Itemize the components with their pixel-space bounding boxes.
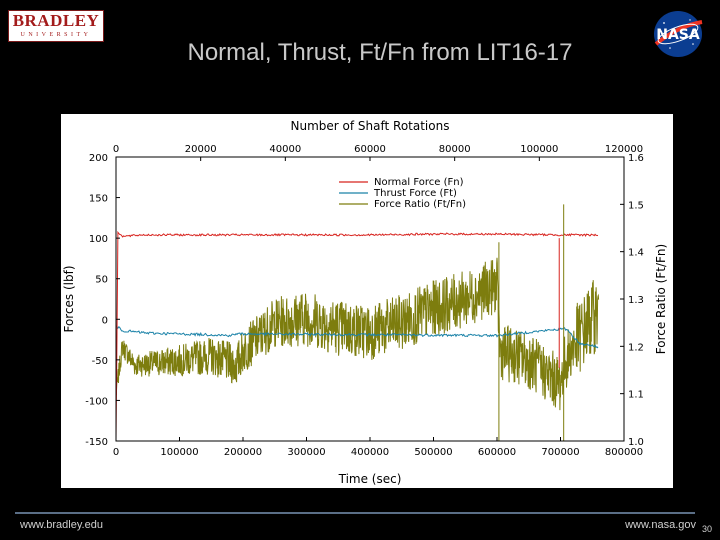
x-tick-label: 0 <box>113 447 119 458</box>
nasa-logo-text: NASA <box>656 27 700 43</box>
x-tick-label: 300000 <box>287 447 325 458</box>
x2-tick-label: 20000 <box>185 144 217 155</box>
plot-frame <box>115 156 625 442</box>
footer-bradley-url[interactable]: www.bradley.edu <box>20 519 103 531</box>
y2-tick-label: 1.4 <box>628 248 644 259</box>
legend-label: Thrust Force (Ft) <box>373 188 457 199</box>
series-line <box>115 257 600 411</box>
bradley-logo: BRADLEY UNIVERSITY <box>8 10 104 42</box>
y-axis-title: Forces (lbf) <box>62 265 76 332</box>
y-tick-label: -150 <box>85 437 108 448</box>
series-line <box>115 230 599 441</box>
y2-tick-label: 1.5 <box>628 200 644 211</box>
x-tick-label: 200000 <box>224 447 262 458</box>
x-axis-title: Time (sec) <box>338 472 402 486</box>
y2-tick-label: 1.3 <box>628 295 644 306</box>
legend-label: Force Ratio (Ft/Fn) <box>374 199 466 210</box>
force-chart: 0 100000 200000 300000 400000 500000 600000 700… <box>62 119 668 486</box>
y2-tick-label: 1.2 <box>628 342 644 353</box>
nasa-logo: NASA <box>654 11 703 57</box>
y2-tick-label: 1.1 <box>628 390 644 401</box>
chart-panel: 0 100000 200000 300000 400000 500000 600000 700… <box>61 114 673 488</box>
footer-nasa-url[interactable]: www.nasa.gov <box>625 519 696 531</box>
y2-tick-label: 1.6 <box>628 153 644 164</box>
y2-axis-title: Force Ratio (Ft/Fn) <box>654 244 668 354</box>
x2-tick-label: 80000 <box>439 144 471 155</box>
x-tick-label: 800000 <box>605 447 643 458</box>
x-tick-label: 100000 <box>160 447 198 458</box>
y-tick-label: 150 <box>89 194 108 205</box>
legend-label: Normal Force (Fn) <box>374 177 464 188</box>
tick-layer <box>115 156 625 442</box>
tick-label-layer: 0 100000 200000 300000 400000 500000 600000 700… <box>85 144 644 458</box>
series-line <box>115 325 599 349</box>
x2-axis-title: Number of Shaft Rotations <box>291 119 450 133</box>
bradley-logo-text: BRADLEY <box>12 11 100 30</box>
x2-tick-label: 100000 <box>520 144 558 155</box>
slide-title: Normal, Thrust, Ft/Fn from LIT16-17 <box>187 39 573 66</box>
y2-tick-label: 1.0 <box>628 437 644 448</box>
bradley-logo-subtext: UNIVERSITY <box>20 32 92 38</box>
y-tick-label: 100 <box>89 234 108 245</box>
y-tick-label: -100 <box>85 396 108 407</box>
series-layer <box>115 204 600 441</box>
y-tick-label: 50 <box>95 275 108 286</box>
footer-divider <box>15 512 695 514</box>
x2-tick-label: 120000 <box>605 144 643 155</box>
x-tick-label: 600000 <box>478 447 516 458</box>
x2-tick-label: 40000 <box>269 144 301 155</box>
x2-tick-label: 60000 <box>354 144 386 155</box>
x2-tick-label: 0 <box>113 144 119 155</box>
x-tick-label: 400000 <box>351 447 389 458</box>
y-tick-label: 200 <box>89 153 108 164</box>
legend: Normal Force (Fn)Thrust Force (Ft)Force … <box>339 177 466 210</box>
page-number: 30 <box>701 524 712 534</box>
x-tick-label: 700000 <box>541 447 579 458</box>
x-tick-label: 500000 <box>414 447 452 458</box>
y-tick-label: 0 <box>102 315 108 326</box>
y-tick-label: -50 <box>92 356 108 367</box>
